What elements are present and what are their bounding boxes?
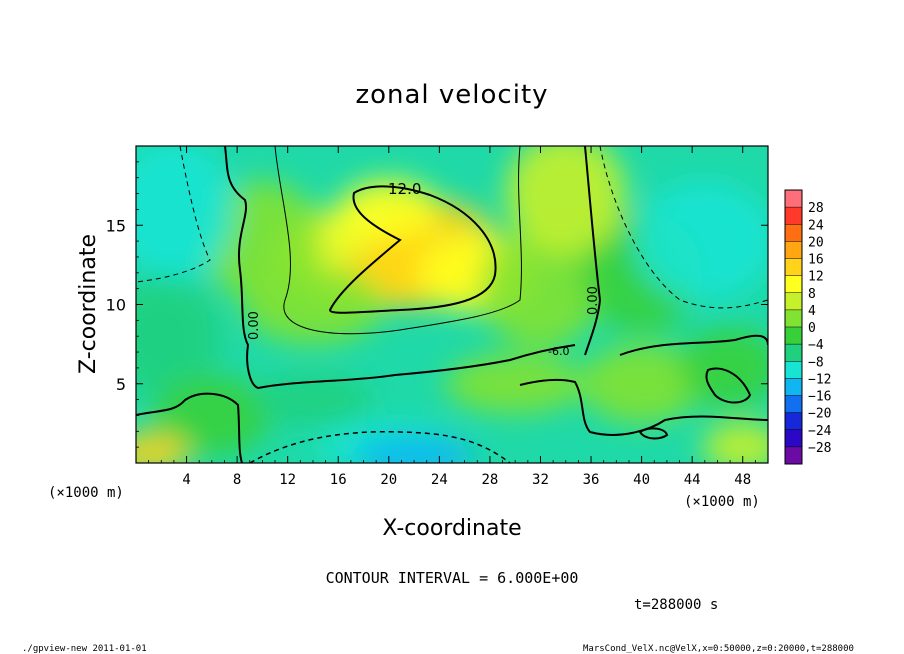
colorbar-label: −12 bbox=[808, 372, 831, 387]
x-axis-label: X-coordinate bbox=[382, 516, 521, 541]
x-tick-label: 40 bbox=[633, 472, 650, 488]
field-blob bbox=[136, 146, 234, 280]
y-tick-label: 10 bbox=[106, 296, 126, 315]
x-tick-label: 20 bbox=[380, 472, 397, 488]
colorbar-label: 12 bbox=[808, 270, 824, 285]
contour-neg6-left bbox=[136, 146, 211, 283]
x-tick-label: 16 bbox=[330, 472, 347, 488]
footer-right: MarsCond_VelX.nc@VelX,x=0:50000,z=0:2000… bbox=[583, 644, 854, 654]
x-tick-label: 24 bbox=[431, 472, 448, 488]
colorbar-swatch bbox=[785, 412, 802, 431]
contour-interval-text: CONTOUR INTERVAL = 6.000E+00 bbox=[326, 569, 579, 587]
x-tick-label: 12 bbox=[279, 472, 296, 488]
footer-left: ./gpview-new 2011-01-01 bbox=[22, 644, 147, 654]
x-tick-label: 32 bbox=[532, 472, 549, 488]
contour-6 bbox=[274, 146, 522, 335]
contour-label-12: 12.0 bbox=[388, 180, 421, 198]
colorbar-label: 28 bbox=[808, 201, 824, 216]
contour-0-bottom bbox=[136, 392, 243, 463]
colorbar-label: 24 bbox=[808, 218, 824, 233]
x-tick-label: 44 bbox=[684, 472, 701, 488]
colorbar-swatch bbox=[785, 207, 802, 225]
contour-neg6 bbox=[249, 431, 511, 463]
colorbar-swatch bbox=[785, 446, 802, 465]
colorbar-swatch bbox=[785, 378, 802, 396]
colorbar-label: 20 bbox=[808, 235, 824, 250]
y-tick-label: 5 bbox=[116, 375, 126, 394]
colorbar-swatch bbox=[785, 224, 802, 242]
colorbar-label: −28 bbox=[808, 441, 831, 456]
field-blob bbox=[338, 179, 439, 240]
contour-0-right bbox=[619, 334, 768, 356]
x-tick-label: 36 bbox=[583, 472, 600, 488]
x-tick-label: 28 bbox=[481, 472, 498, 488]
x-tick-label: 4 bbox=[182, 472, 190, 488]
chart-title: zonal velocity bbox=[355, 80, 548, 110]
y-axis-label: Z-coordinate bbox=[76, 234, 101, 374]
colorbar-label: −8 bbox=[808, 355, 824, 370]
colorbar-label: 0 bbox=[808, 321, 816, 336]
colorbar-swatch bbox=[785, 309, 802, 328]
colorbar-label: 16 bbox=[808, 253, 824, 268]
contour-12 bbox=[328, 185, 497, 314]
colorbar-label: 8 bbox=[808, 287, 816, 302]
colorbar-swatch bbox=[785, 429, 802, 448]
colorbar-swatch bbox=[785, 395, 802, 414]
colorbar-label: −20 bbox=[808, 407, 831, 422]
x-unit-right: (×1000 m) bbox=[684, 494, 760, 510]
colorbar-label: 4 bbox=[808, 304, 816, 319]
x-unit-left: (×1000 m) bbox=[48, 485, 124, 501]
x-tick-label: 8 bbox=[233, 472, 241, 488]
field-blob bbox=[136, 276, 222, 397]
contour-0-blob bbox=[705, 367, 752, 404]
contour-0-mid bbox=[584, 146, 602, 356]
colorbar-swatch bbox=[785, 258, 802, 277]
contour-0-small bbox=[638, 427, 669, 440]
field-blob bbox=[151, 375, 272, 456]
contour-label-0-mid: 0.00 bbox=[586, 286, 601, 315]
colorbar-label: −4 bbox=[808, 338, 824, 353]
colorbar-swatch bbox=[785, 241, 802, 259]
field-blob bbox=[634, 181, 768, 302]
field-blob bbox=[581, 343, 702, 424]
field-blob bbox=[480, 228, 601, 349]
colorbar-swatch bbox=[785, 190, 802, 208]
contour-label-neg6: -6.0 bbox=[548, 345, 569, 358]
x-axis-ticks: 4 8 12 16 20 24 28 32 36 40 44 48 bbox=[148, 146, 756, 488]
colorbar-swatch bbox=[785, 327, 802, 345]
y-tick-label: 15 bbox=[106, 216, 126, 235]
x-tick-label: 48 bbox=[734, 472, 751, 488]
colorbar-swatch bbox=[785, 275, 802, 294]
contour-0-left bbox=[224, 146, 576, 390]
field-blob bbox=[702, 422, 768, 463]
field-blob bbox=[252, 374, 373, 425]
colorbar-swatch bbox=[785, 361, 802, 379]
field-blob bbox=[505, 146, 626, 254]
y-axis-ticks: 5 10 15 bbox=[106, 161, 768, 448]
contour-neg6-right bbox=[599, 146, 768, 309]
colorbar: 28 24 20 16 12 8 4 0 −4 −8 −12 −16 −20 −24 −28 bbox=[784, 189, 832, 465]
contour-0-lower-right bbox=[519, 378, 768, 436]
contour-label-0-left: 0.00 bbox=[247, 311, 262, 340]
time-text: t=288000 s bbox=[634, 597, 718, 613]
colorbar-swatch bbox=[785, 292, 802, 311]
field-blob bbox=[445, 353, 586, 414]
velocity-field bbox=[136, 146, 768, 463]
colorbar-label: −16 bbox=[808, 390, 831, 405]
field-blob bbox=[136, 433, 189, 463]
field-blob bbox=[354, 436, 475, 463]
plot-area bbox=[136, 146, 768, 463]
contour-lines bbox=[136, 146, 768, 463]
colorbar-swatch bbox=[785, 344, 802, 362]
field-blob bbox=[242, 264, 383, 345]
colorbar-label: −24 bbox=[808, 424, 832, 439]
